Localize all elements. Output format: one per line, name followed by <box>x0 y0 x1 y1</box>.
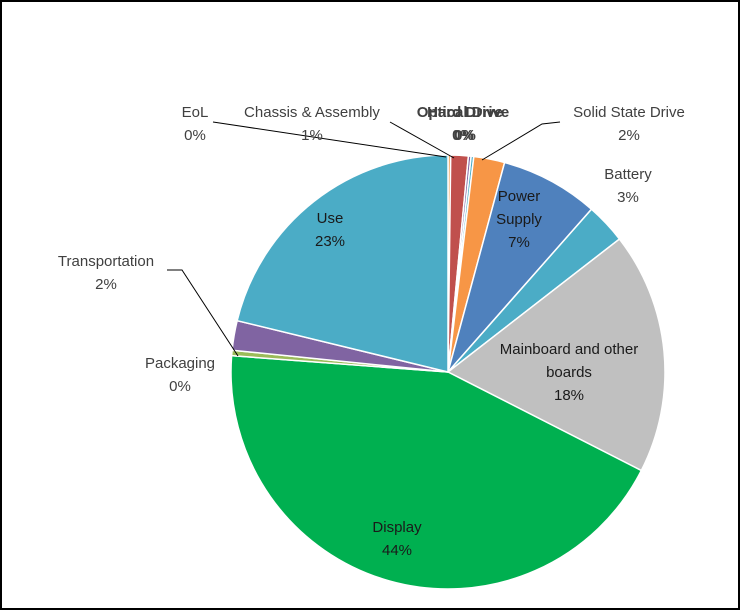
slice-label-name: Mainboard and other <box>500 341 638 358</box>
slice-labels: EoL 0%Chassis & Assembly 1%Hard Drive 0%Opt… <box>58 104 685 559</box>
leader-line-chassis-and-assembly <box>389 121 455 159</box>
slice-label-name: boards <box>546 364 592 381</box>
slice-label-percent: 7% <box>508 234 530 251</box>
slice-label-packaging: Packaging 0% <box>145 355 215 395</box>
slice-label-percent: 0% <box>169 378 191 395</box>
slice-label-name: Packaging <box>145 355 215 372</box>
slice-label-transportation: Transportation 2% <box>58 253 154 293</box>
slice-label-name: Supply <box>496 211 542 228</box>
slice-label-eol: EoL 0% <box>182 104 209 144</box>
leader-line-transportation <box>167 269 239 357</box>
slice-label-name: EoL <box>182 104 209 121</box>
slice-label-name: Solid State Drive <box>573 104 685 121</box>
slice-display <box>230 354 643 590</box>
slice-label-mainboard-and-other-boards: Mainboard and other boards 18% <box>500 341 638 404</box>
leader-line-eol <box>212 121 447 158</box>
slice-label-name: Battery <box>604 166 652 183</box>
slice-label-name: Hard Drive <box>427 104 503 121</box>
slice-label-battery: Battery 3% <box>604 166 652 206</box>
pie-slices <box>230 154 666 590</box>
slice-label-hard-drive: Hard Drive 0% <box>427 104 503 144</box>
slice-label-name: Transportation <box>58 253 154 270</box>
slice-label-power-supply: Power Supply 7% <box>496 188 542 251</box>
leader-line-solid-state-drive <box>481 121 561 161</box>
slice-label-percent: 0% <box>452 127 474 144</box>
slice-label-solid-state-drive: Solid State Drive 2% <box>573 104 685 144</box>
slice-label-percent: 23% <box>315 233 345 250</box>
slice-label-name: Display <box>372 519 422 536</box>
slice-label-chassis-and-assembly: Chassis & Assembly 1% <box>244 104 380 144</box>
slice-label-display: Display 44% <box>372 519 422 559</box>
slice-power-supply <box>447 161 593 373</box>
slice-label-percent: 0% <box>184 127 206 144</box>
slice-label-name: Use <box>317 210 344 227</box>
slice-label-percent: 2% <box>618 127 640 144</box>
slice-label-percent: 0% <box>454 127 476 144</box>
leader-lines <box>167 121 561 357</box>
slice-use <box>236 154 449 373</box>
slice-label-percent: 3% <box>617 189 639 206</box>
slice-label-use: Use 23% <box>315 210 345 250</box>
slice-label-name: Optical Drive <box>417 104 510 121</box>
slice-label-percent: 18% <box>554 387 584 404</box>
slice-label-percent: 44% <box>382 542 412 559</box>
slice-label-name: Power <box>498 188 541 205</box>
slice-label-optical-drive: Optical Drive 0% <box>417 104 510 144</box>
slice-mainboard-and-other-boards <box>446 237 666 472</box>
slice-label-percent: 2% <box>95 276 117 293</box>
slice-label-name: Chassis & Assembly <box>244 104 380 121</box>
slice-label-percent: 1% <box>301 127 323 144</box>
